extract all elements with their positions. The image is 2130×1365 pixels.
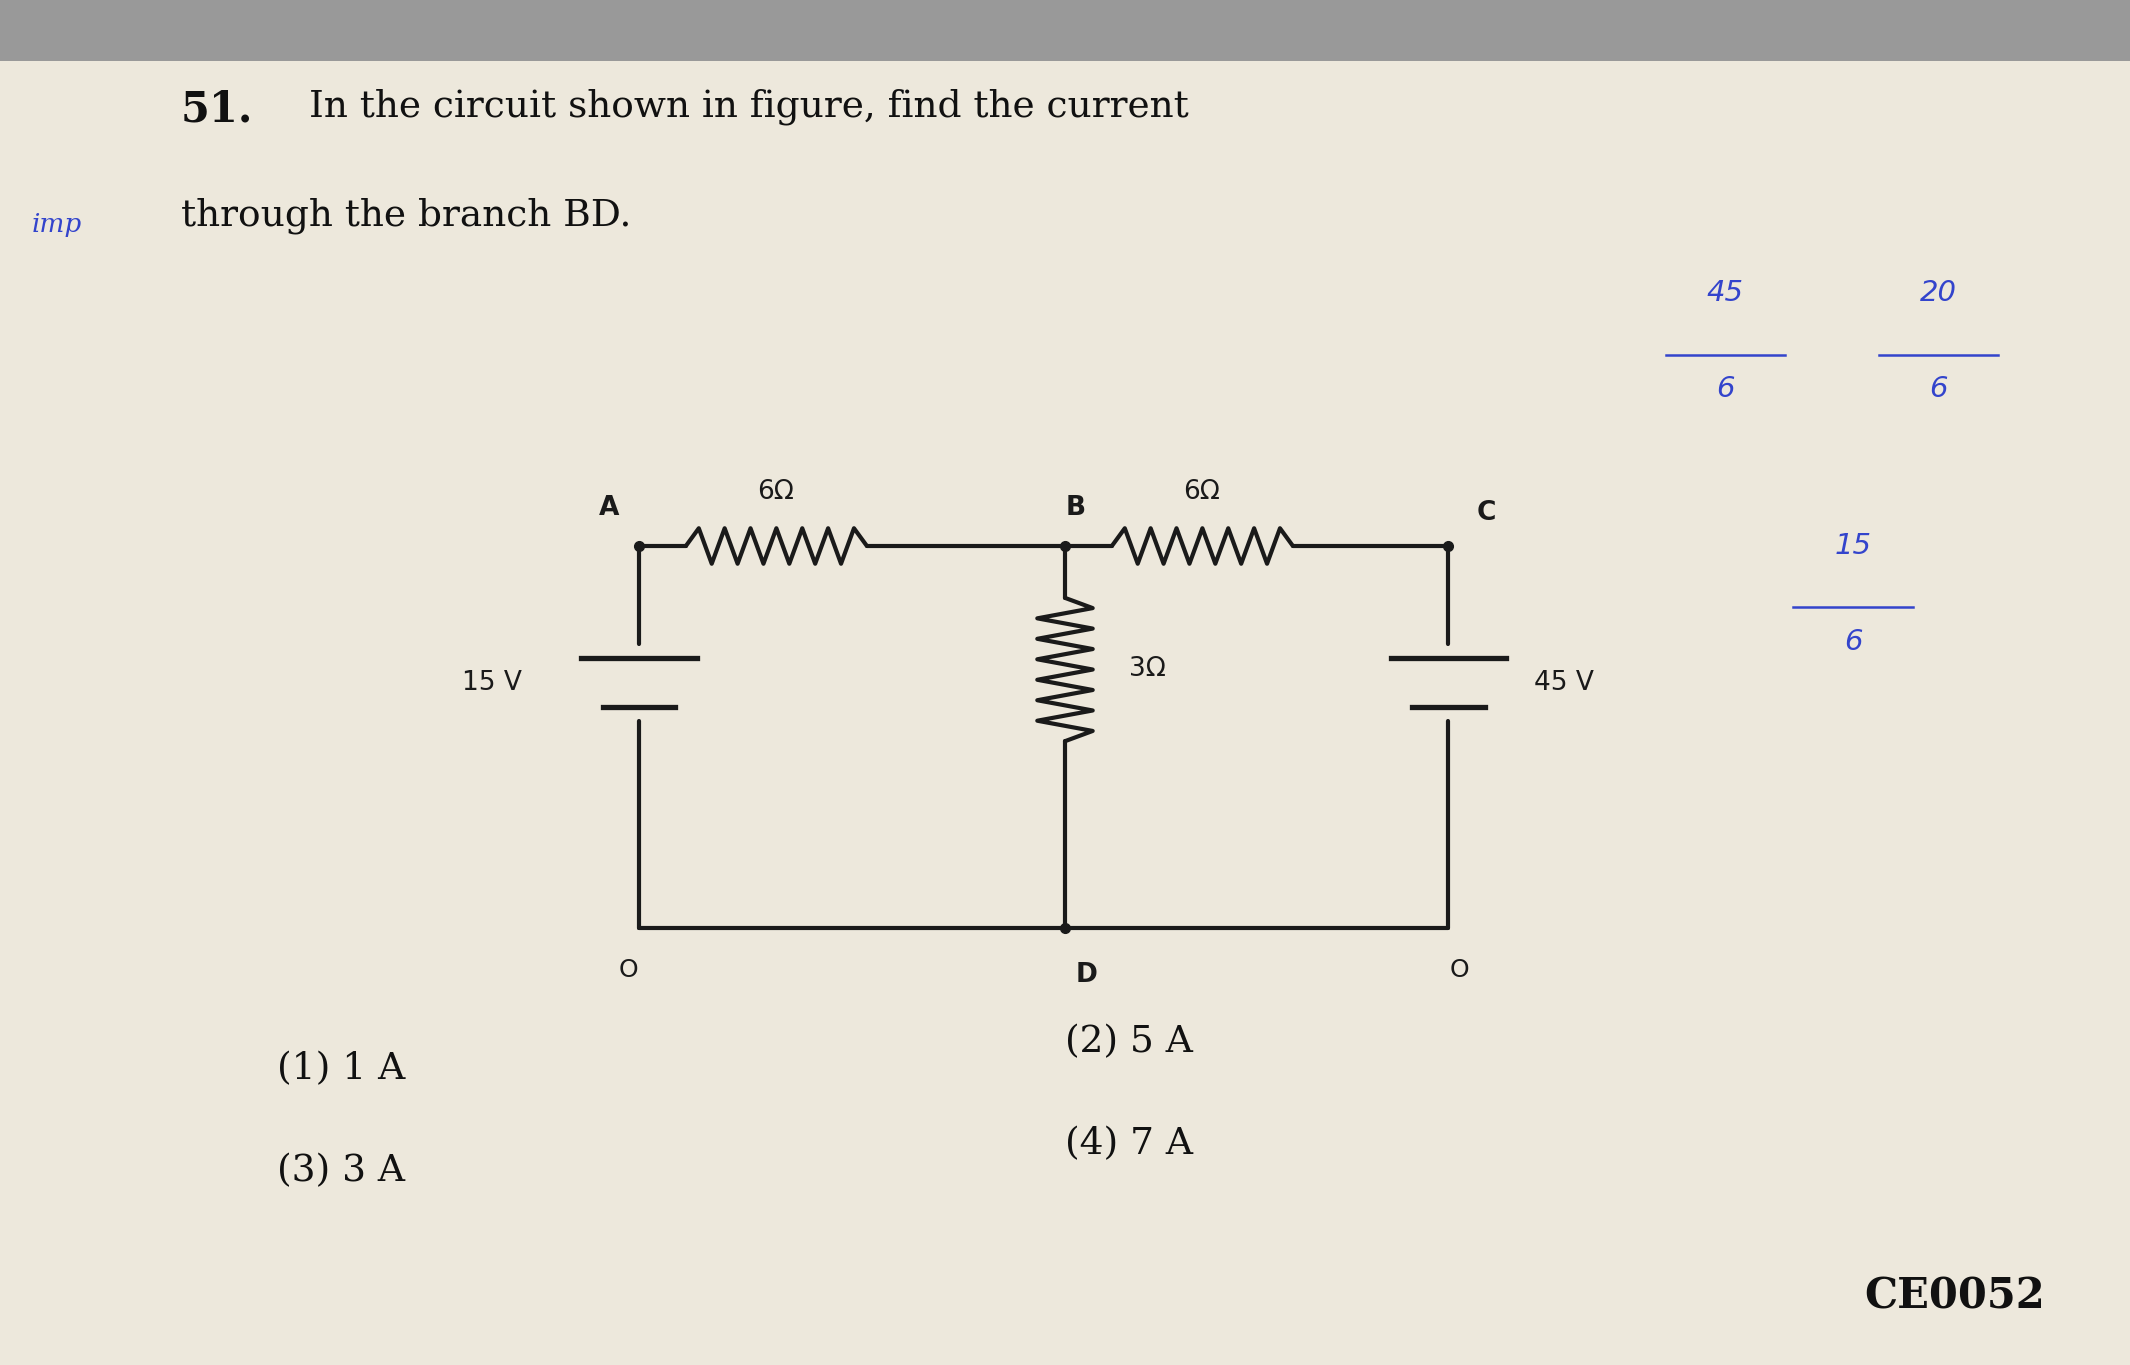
Text: 6: 6 bbox=[1930, 375, 1947, 404]
Text: 45 V: 45 V bbox=[1534, 669, 1593, 696]
Text: (4) 7 A: (4) 7 A bbox=[1065, 1126, 1193, 1162]
Text: 6Ω: 6Ω bbox=[756, 479, 794, 505]
Text: A: A bbox=[599, 495, 620, 521]
Text: 45: 45 bbox=[1706, 278, 1744, 307]
Text: O: O bbox=[1448, 958, 1470, 983]
Text: (3) 3 A: (3) 3 A bbox=[277, 1153, 405, 1189]
Text: C: C bbox=[1476, 500, 1497, 526]
Text: 15 V: 15 V bbox=[462, 669, 522, 696]
Text: through the branch BD.: through the branch BD. bbox=[181, 198, 630, 235]
Text: B: B bbox=[1065, 495, 1086, 521]
Text: imp: imp bbox=[32, 212, 83, 236]
Text: 6Ω: 6Ω bbox=[1182, 479, 1220, 505]
Text: 20: 20 bbox=[1919, 278, 1957, 307]
Text: 51.: 51. bbox=[181, 89, 253, 131]
Text: 6: 6 bbox=[1717, 375, 1734, 404]
Text: 6: 6 bbox=[1845, 628, 1862, 657]
FancyBboxPatch shape bbox=[0, 0, 2130, 61]
Text: D: D bbox=[1076, 962, 1097, 988]
Text: O: O bbox=[618, 958, 639, 983]
Text: In the circuit shown in figure, find the current: In the circuit shown in figure, find the… bbox=[309, 89, 1189, 126]
Text: (2) 5 A: (2) 5 A bbox=[1065, 1024, 1193, 1059]
Text: 3Ω: 3Ω bbox=[1129, 655, 1165, 682]
Text: CE0052: CE0052 bbox=[1864, 1275, 2045, 1317]
Text: (1) 1 A: (1) 1 A bbox=[277, 1051, 405, 1087]
Text: 15: 15 bbox=[1834, 531, 1872, 560]
